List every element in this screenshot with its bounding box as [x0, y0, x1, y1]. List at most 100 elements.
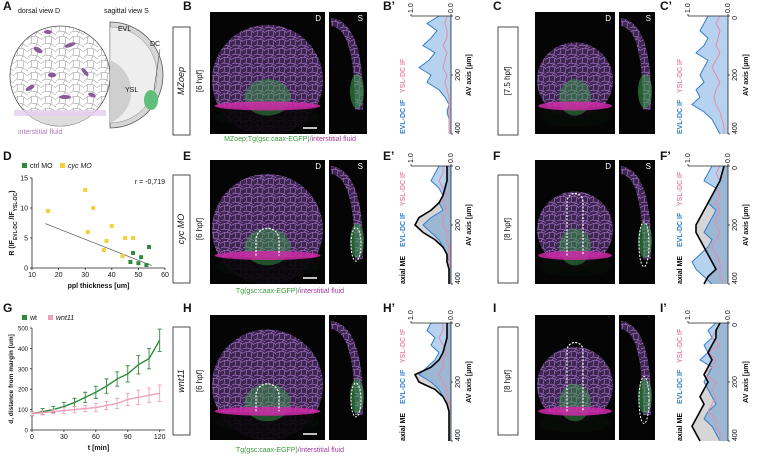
area-shade [423, 166, 451, 284]
micrograph-side [619, 160, 655, 284]
y-tick-label: 400 [18, 347, 29, 353]
condition-label: cyc MO [176, 214, 186, 245]
profile-line [418, 15, 450, 134]
condition-box [497, 174, 519, 284]
profile-line [711, 15, 725, 134]
condition-box [497, 26, 519, 136]
y-tick-label: 0 [455, 323, 462, 327]
panel-label: G [3, 301, 12, 315]
x-tick-label: 40 [108, 272, 116, 279]
legend-swatch [22, 163, 27, 168]
point [139, 255, 144, 260]
below-margin [535, 107, 615, 134]
legend-label: YSL-DC IF [677, 328, 684, 363]
micrograph-side [329, 12, 367, 134]
panel-label: I [493, 301, 496, 315]
panel-label: C’ [660, 0, 672, 13]
point [131, 236, 136, 240]
schematic-label: EVL [118, 26, 131, 33]
panel-label: D [3, 149, 12, 163]
x-tick-label: 0.0 [725, 153, 732, 163]
y-axis-label-part: EVL-DC [13, 221, 19, 240]
y-tick-label: 0 [732, 323, 739, 327]
x-tick-label: 60 [92, 434, 100, 441]
view-label: S [358, 162, 363, 171]
fluid-band [214, 101, 321, 111]
x-tick-label: 20 [55, 272, 63, 279]
caption-part: /interstitial fluid [298, 288, 344, 295]
caption: Tg(gsc:caax-EGFP)/interstitial fluid [236, 288, 344, 295]
dc-signal [638, 378, 652, 414]
dc-outline [638, 376, 650, 424]
y-tick-label: 0 [25, 429, 29, 435]
caption-part: Tg(gsc:caax-EGFP) [236, 447, 298, 454]
point [83, 188, 88, 192]
x-tick-label: 0.0 [725, 310, 732, 320]
y-tick-label: 200 [455, 219, 462, 231]
y-axis-label-part: /IF [9, 211, 16, 222]
profile-line [413, 323, 450, 441]
legend-label: YSL-DC IF [677, 171, 684, 206]
leader-line [153, 48, 161, 91]
legend-label: EVL-DC IF [400, 212, 407, 247]
panel-label: B [183, 0, 192, 13]
y-axis-label: d, distance from margin [um] [8, 334, 15, 424]
error-bar [147, 347, 152, 370]
below-margin [210, 412, 325, 440]
error-bar [125, 392, 130, 406]
panel-label: B’ [383, 0, 395, 13]
stage-label: [8 hpf] [503, 370, 512, 392]
x-tick-label: 90 [124, 434, 132, 441]
y-axis-label-part: YSL-DC [13, 192, 19, 211]
point [128, 260, 133, 264]
error-bar [104, 378, 109, 394]
legend-label: YSL-DC IF [677, 58, 684, 93]
micrograph [535, 315, 615, 440]
condition-label: wnt11 [176, 369, 186, 392]
y-axis-label: AV axis [µm] [466, 361, 473, 403]
micrograph-side [619, 315, 655, 440]
series-line [31, 339, 161, 415]
condition-box [497, 326, 519, 436]
profile-line [691, 15, 721, 135]
area-shade [692, 166, 728, 284]
y-tick-label: 200 [18, 388, 29, 394]
condition-box [172, 326, 191, 436]
dc-outline [255, 383, 280, 412]
y-tick-label: 400 [732, 122, 739, 134]
area-shade [692, 16, 728, 134]
x-tick-label: 1.0 [408, 153, 415, 163]
legend-label: axial ME [400, 413, 407, 441]
view-label: D [315, 14, 321, 23]
point [136, 261, 141, 266]
x-tick-label: 30 [81, 272, 89, 279]
schematic-label: interstitial fluid [18, 129, 62, 136]
legend-label: cyc MO [68, 163, 92, 170]
legend-label: axial ME [677, 256, 684, 284]
fluid-band [214, 250, 321, 260]
error-bar [136, 389, 141, 405]
micrograph [535, 160, 615, 284]
annotation: r = -0,719 [135, 179, 165, 186]
stage-label: [6 hpf] [195, 218, 204, 240]
fluid-band [14, 110, 106, 116]
error-bar [147, 387, 152, 403]
error-bar [51, 409, 56, 415]
y-tick-label: 300 [18, 367, 29, 373]
error-bar [115, 397, 120, 410]
y-tick-label: 0 [24, 266, 28, 273]
micrograph-side [329, 315, 367, 440]
micrograph-side [619, 12, 655, 134]
fluid-band [538, 250, 612, 260]
panel-label: H [183, 301, 192, 315]
y-axis-label: AV axis [µm] [466, 54, 473, 96]
point [104, 239, 109, 243]
y-axis-label: AV axis [µm] [743, 361, 750, 403]
x-tick-label: 0.0 [448, 310, 455, 320]
error-bar [40, 410, 45, 416]
profile-line [438, 166, 450, 284]
y-tick-label: 400 [732, 272, 739, 284]
fluid-band [214, 406, 321, 416]
point [131, 251, 136, 255]
